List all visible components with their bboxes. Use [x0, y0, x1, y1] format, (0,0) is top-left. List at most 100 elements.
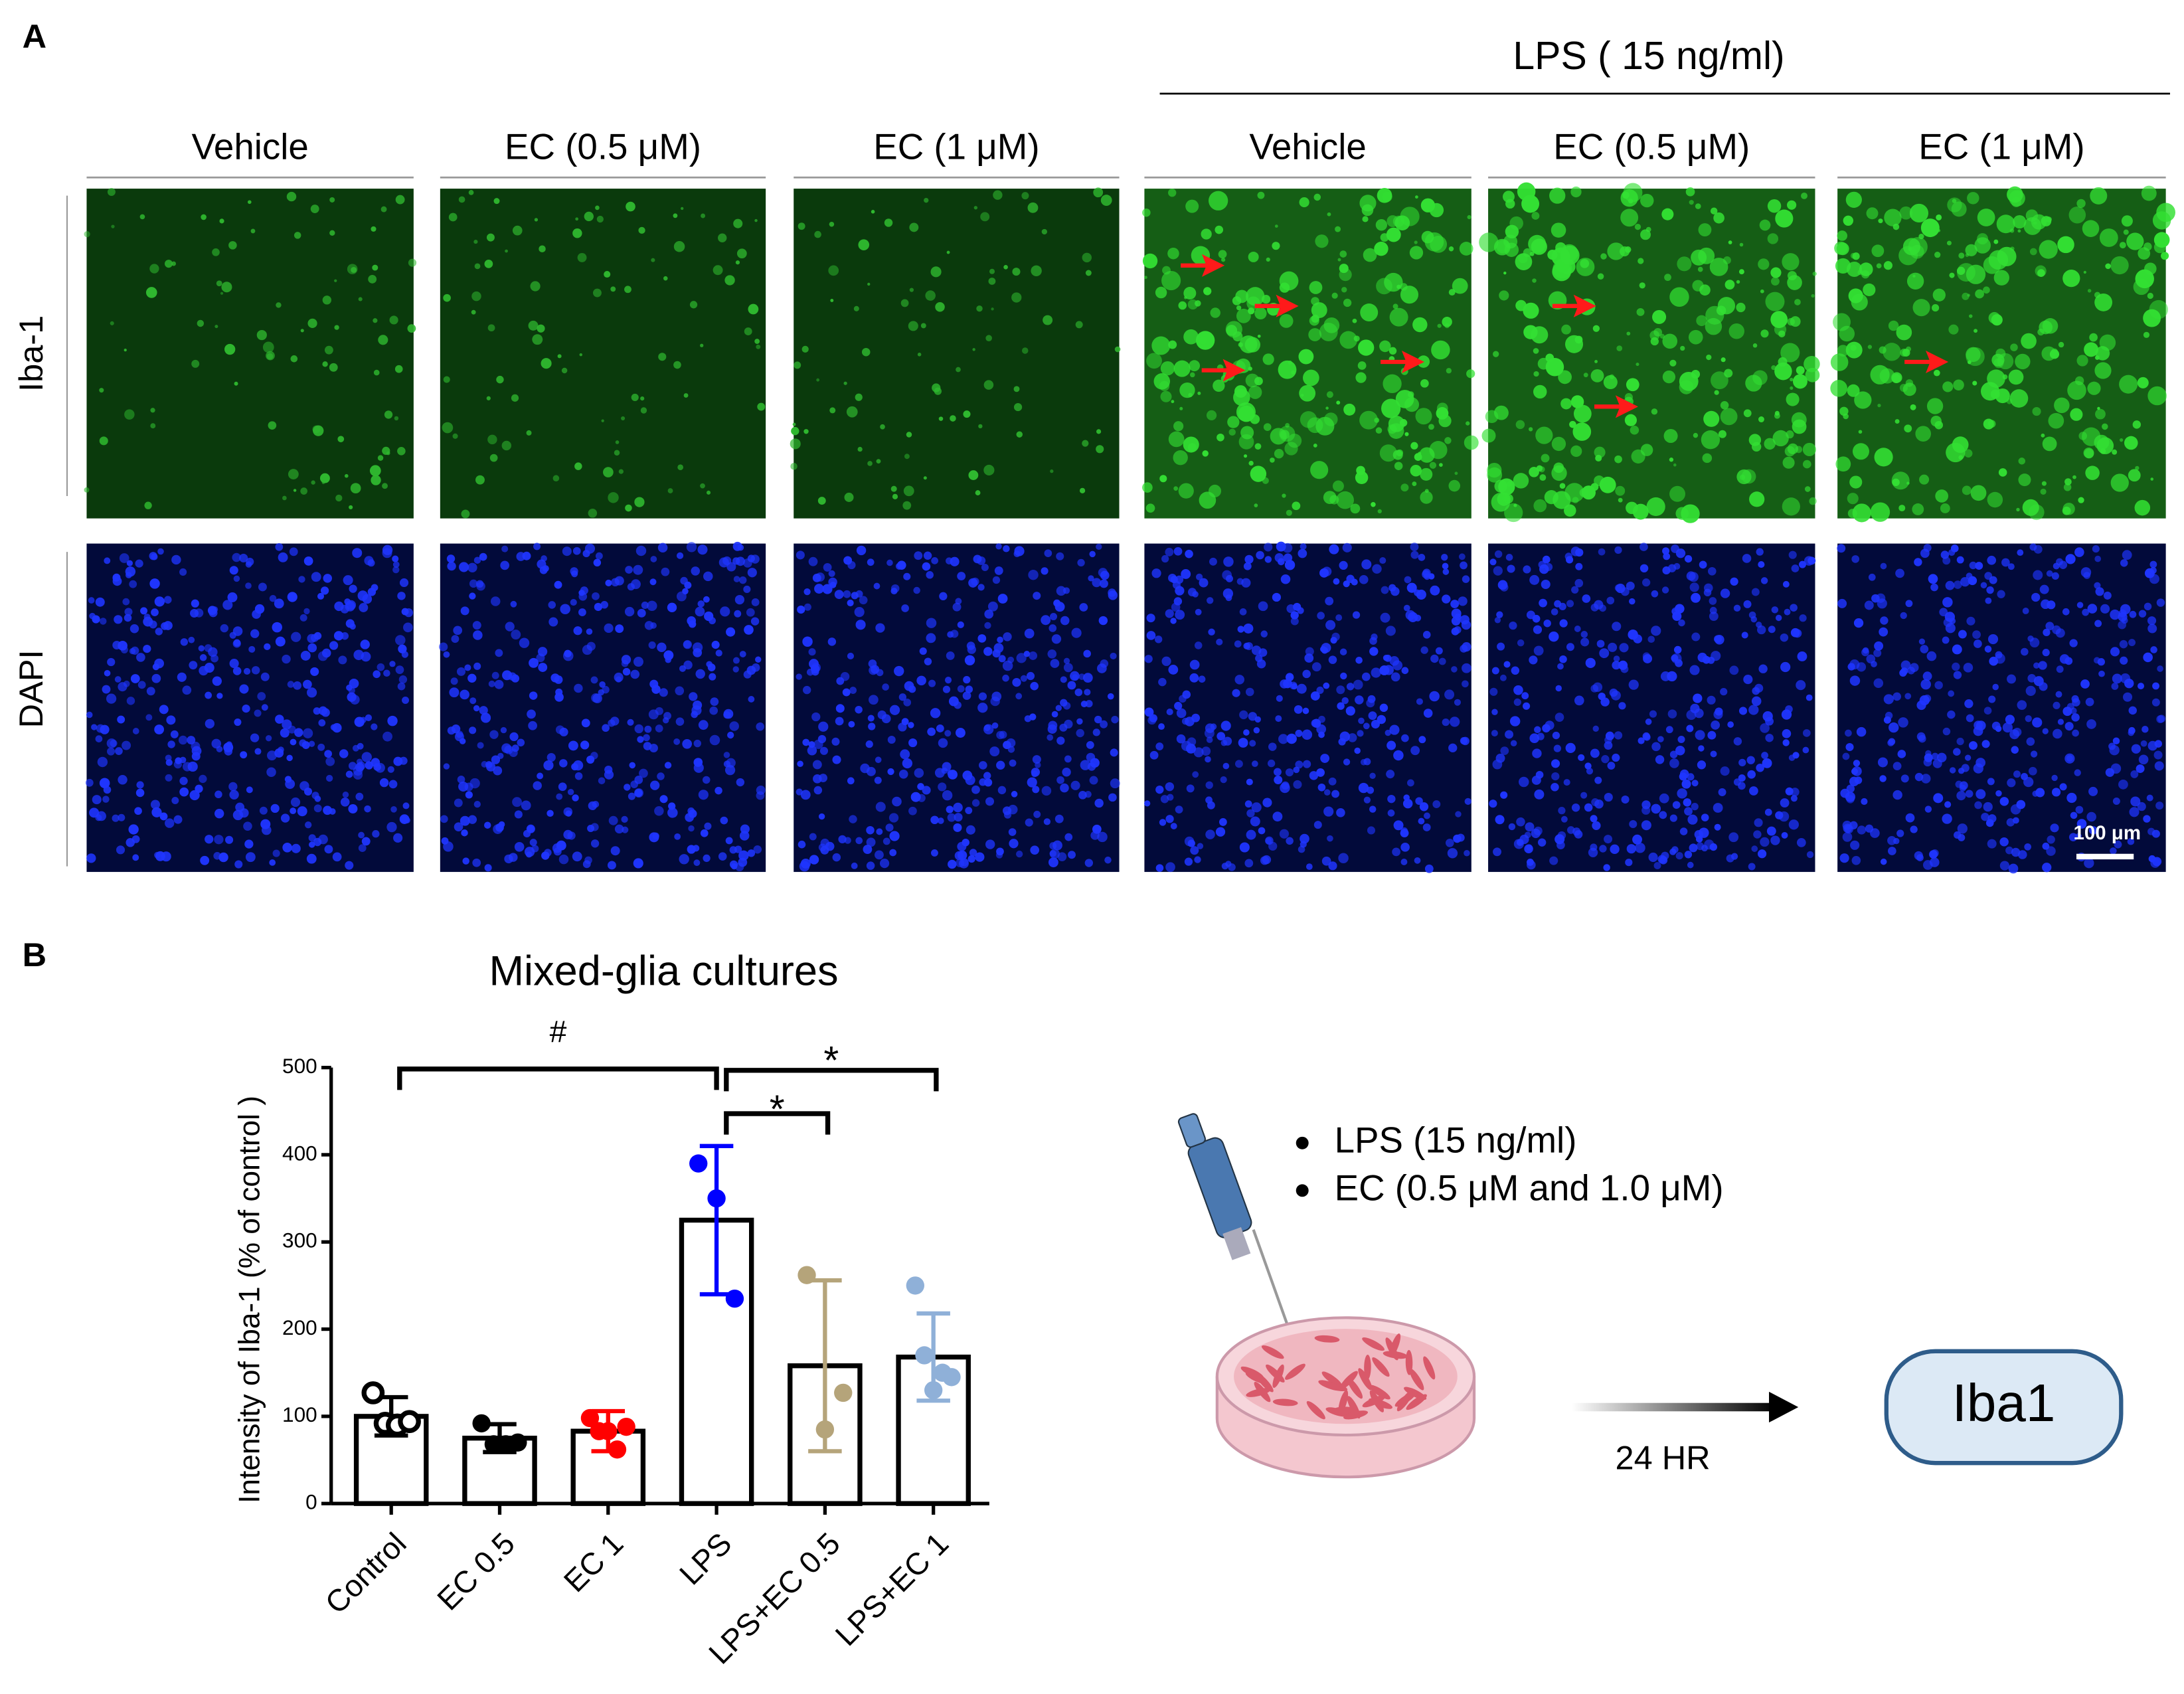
nucleus	[1972, 630, 1981, 639]
nucleus	[967, 645, 976, 654]
nucleus	[1060, 676, 1067, 683]
nucleus	[1415, 797, 1423, 805]
nucleus	[962, 770, 973, 781]
nucleus	[307, 687, 317, 698]
cell	[572, 228, 582, 238]
nucleus	[580, 740, 590, 750]
nucleus	[1300, 543, 1307, 550]
nucleus	[1083, 649, 1091, 658]
nucleus	[1226, 574, 1234, 582]
nucleus	[1432, 800, 1441, 809]
nucleus	[1542, 724, 1551, 732]
cell	[1332, 480, 1344, 492]
nucleus	[1748, 705, 1759, 715]
nucleus	[1193, 747, 1204, 758]
cell	[1592, 325, 1600, 332]
dish-cell	[1321, 1371, 1343, 1388]
nucleus	[325, 774, 333, 782]
cell	[608, 492, 619, 503]
cell	[1974, 329, 1977, 333]
cell	[1679, 371, 1699, 391]
nucleus	[650, 622, 657, 629]
cell	[1171, 400, 1175, 404]
nucleus	[1697, 652, 1707, 663]
nucleus	[2082, 608, 2089, 616]
nucleus	[1754, 818, 1763, 827]
nucleus	[245, 561, 252, 568]
cell	[2137, 377, 2149, 388]
nucleus	[679, 854, 689, 865]
nucleus	[2066, 755, 2073, 762]
iba1-cells	[84, 188, 417, 510]
nucleus	[938, 738, 948, 748]
nucleus	[1262, 798, 1272, 807]
nucleus	[182, 762, 193, 772]
nucleus	[1070, 780, 1080, 790]
nucleus	[571, 763, 579, 771]
nucleus	[1086, 752, 1096, 762]
cell	[369, 465, 381, 477]
cell	[830, 298, 834, 302]
cell	[1254, 307, 1267, 320]
nucleus	[1667, 671, 1677, 682]
nucleus	[1327, 835, 1333, 842]
cell	[288, 469, 299, 479]
cell	[139, 214, 145, 220]
cell	[1339, 250, 1347, 258]
nucleus	[2021, 772, 2028, 780]
nucleus	[521, 800, 531, 811]
nucleus	[317, 743, 325, 751]
cell	[1429, 203, 1444, 218]
nucleus	[1328, 777, 1337, 786]
nucleus	[1285, 673, 1294, 681]
cell	[1533, 348, 1539, 354]
cell	[1431, 340, 1450, 360]
cell	[1501, 495, 1509, 502]
cell	[1669, 458, 1674, 462]
nucleus	[1931, 752, 1939, 760]
nucleus	[1590, 815, 1598, 823]
cell	[290, 355, 298, 363]
nucleus	[298, 576, 305, 583]
nucleus	[294, 728, 303, 737]
nucleus	[887, 768, 894, 776]
nucleus	[143, 616, 153, 627]
nucleus	[2027, 635, 2034, 642]
nucleus	[1969, 561, 1977, 570]
nucleus	[1642, 578, 1651, 587]
nucleus	[572, 794, 579, 802]
cell	[1859, 262, 1873, 276]
nucleus	[2110, 847, 2117, 855]
nucleus	[2076, 602, 2084, 608]
nucleus	[1791, 564, 1800, 572]
nucleus	[2088, 786, 2098, 796]
nucleus	[1761, 752, 1768, 759]
cell	[1764, 438, 1776, 450]
nucleus	[166, 715, 176, 725]
cell	[1553, 491, 1571, 509]
nucleus	[1635, 842, 1645, 853]
nucleus	[1762, 758, 1772, 768]
nucleus	[340, 797, 350, 807]
nucleus	[693, 648, 703, 657]
cell	[1506, 481, 1513, 487]
nucleus	[1671, 545, 1679, 553]
nucleus	[1336, 685, 1345, 695]
nucleus	[1964, 754, 1972, 761]
cell	[1752, 343, 1758, 348]
cell	[1503, 234, 1518, 249]
nucleus	[1612, 661, 1621, 670]
nucleus	[1580, 792, 1588, 799]
nucleus	[1614, 584, 1622, 592]
nucleus	[685, 813, 694, 822]
cell	[983, 380, 994, 390]
nucleus	[390, 806, 397, 813]
cell	[1626, 378, 1639, 392]
cell	[980, 212, 990, 222]
nucleus	[1651, 804, 1661, 814]
cell	[626, 201, 635, 212]
nucleus	[683, 639, 693, 649]
nucleus	[1633, 634, 1642, 643]
nucleus	[1416, 698, 1423, 705]
cell	[673, 213, 678, 218]
